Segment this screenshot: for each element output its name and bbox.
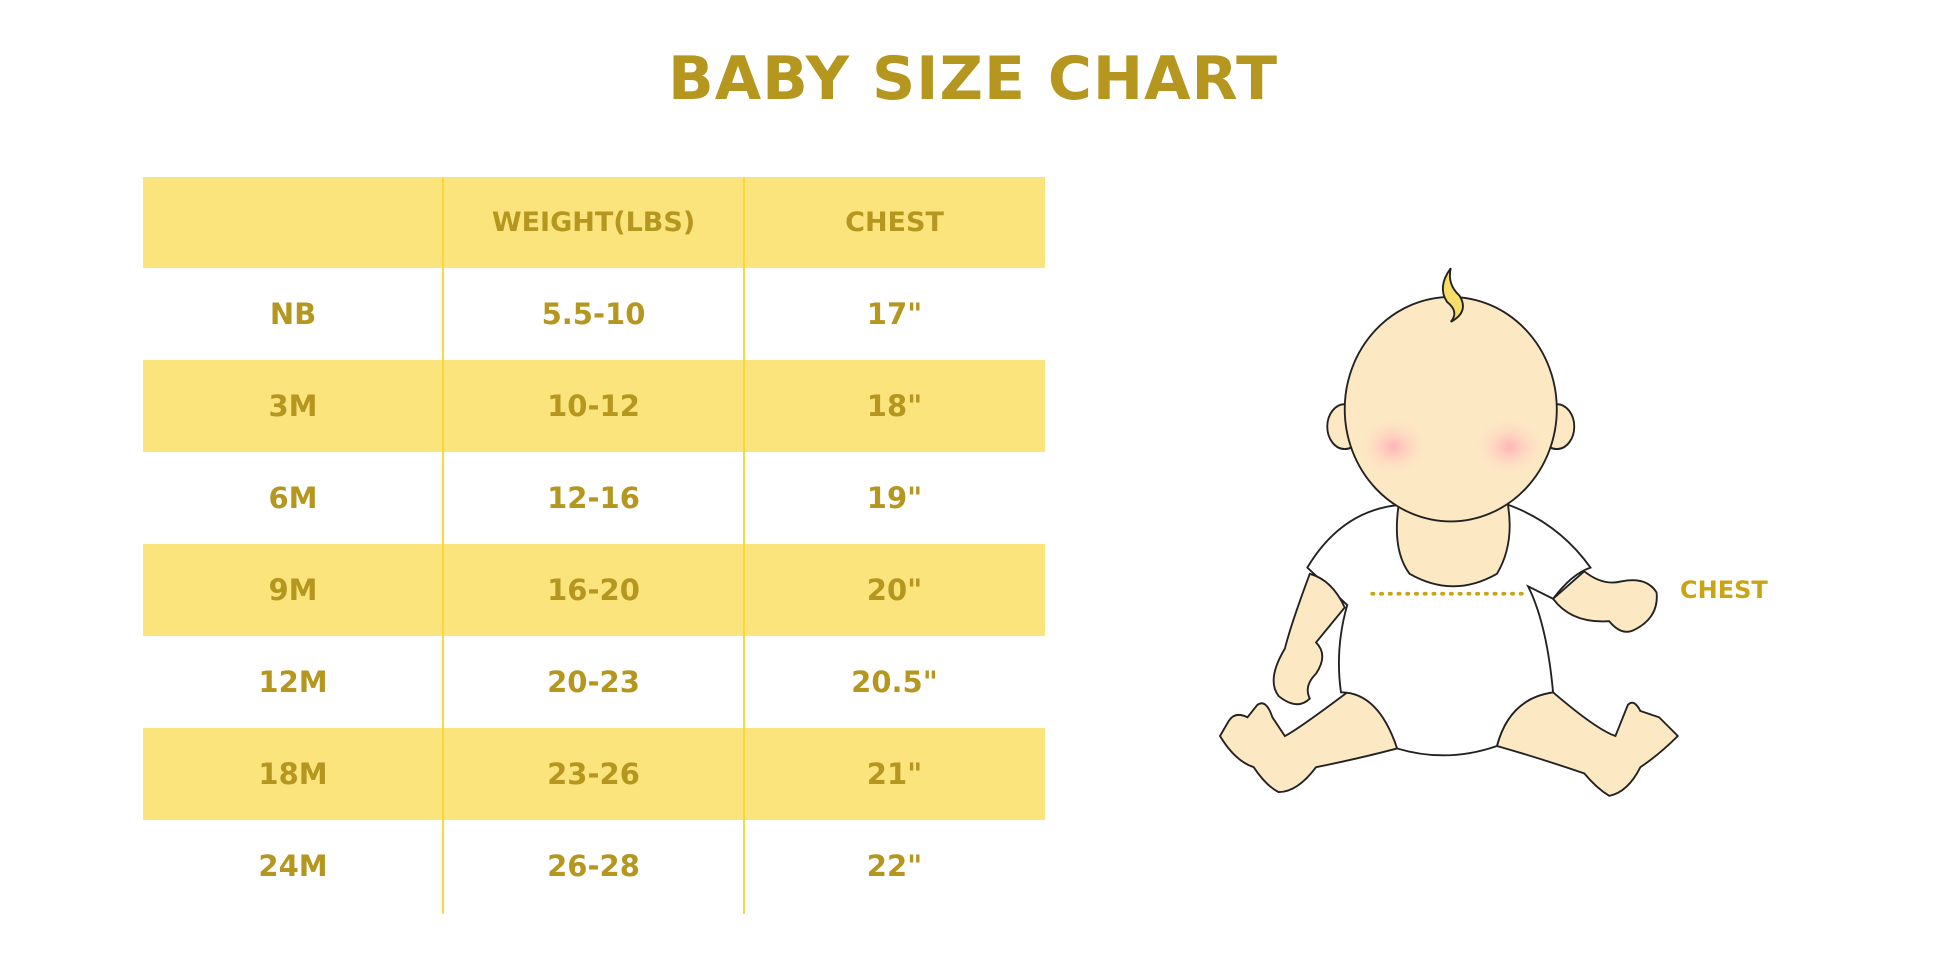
table-row: 24M 26-28 22" xyxy=(143,820,1045,912)
table-row: 9M 16-20 20" xyxy=(143,544,1045,636)
cell-chest: 17" xyxy=(866,297,923,331)
cell-size: 6M xyxy=(268,481,318,515)
left-cheek xyxy=(1355,415,1431,478)
cell-size: 24M xyxy=(258,849,328,883)
cell-chest: 19" xyxy=(866,481,923,515)
header-weight: WEIGHT(LBS) xyxy=(491,207,696,238)
page-title: BABY SIZE CHART xyxy=(668,44,1278,114)
cell-weight: 12-16 xyxy=(547,481,640,515)
cell-weight: 23-26 xyxy=(547,757,640,791)
table-row: 6M 12-16 19" xyxy=(143,452,1045,544)
table-header-row: WEIGHT(LBS) CHEST xyxy=(143,177,1045,268)
cell-size: 18M xyxy=(258,757,328,791)
column-divider xyxy=(442,177,444,914)
chest-label: CHEST xyxy=(1680,576,1768,604)
cell-weight: 16-20 xyxy=(547,573,640,607)
left-leg xyxy=(1218,691,1399,794)
right-leg xyxy=(1495,691,1680,797)
cell-weight: 20-23 xyxy=(547,665,640,699)
cell-size: 9M xyxy=(268,573,318,607)
cell-chest: 18" xyxy=(866,389,923,423)
left-arm xyxy=(1272,572,1346,706)
size-table: WEIGHT(LBS) CHEST NB 5.5-10 17" 3M 10-12 18" 6… xyxy=(143,177,1045,912)
cell-weight: 5.5-10 xyxy=(541,297,646,331)
cell-weight: 10-12 xyxy=(547,389,640,423)
cell-weight: 26-28 xyxy=(547,849,640,883)
cell-size: 3M xyxy=(268,389,318,423)
onesie xyxy=(1306,504,1592,757)
cell-size: NB xyxy=(269,297,317,331)
table-row: NB 5.5-10 17" xyxy=(143,268,1045,360)
cell-chest: 22" xyxy=(866,849,923,883)
head xyxy=(1343,295,1558,523)
table-row: 18M 23-26 21" xyxy=(143,728,1045,820)
column-divider xyxy=(743,177,745,914)
neck xyxy=(1395,498,1511,588)
hair-curl xyxy=(1441,267,1464,323)
header-chest: CHEST xyxy=(845,207,944,238)
cell-chest: 20.5" xyxy=(851,665,938,699)
right-arm xyxy=(1551,570,1658,633)
table-row: 12M 20-23 20.5" xyxy=(143,636,1045,728)
table-row: 3M 10-12 18" xyxy=(143,360,1045,452)
right-cheek xyxy=(1471,415,1547,478)
cell-size: 12M xyxy=(258,665,328,699)
cell-chest: 21" xyxy=(866,757,923,791)
cell-chest: 20" xyxy=(866,573,923,607)
